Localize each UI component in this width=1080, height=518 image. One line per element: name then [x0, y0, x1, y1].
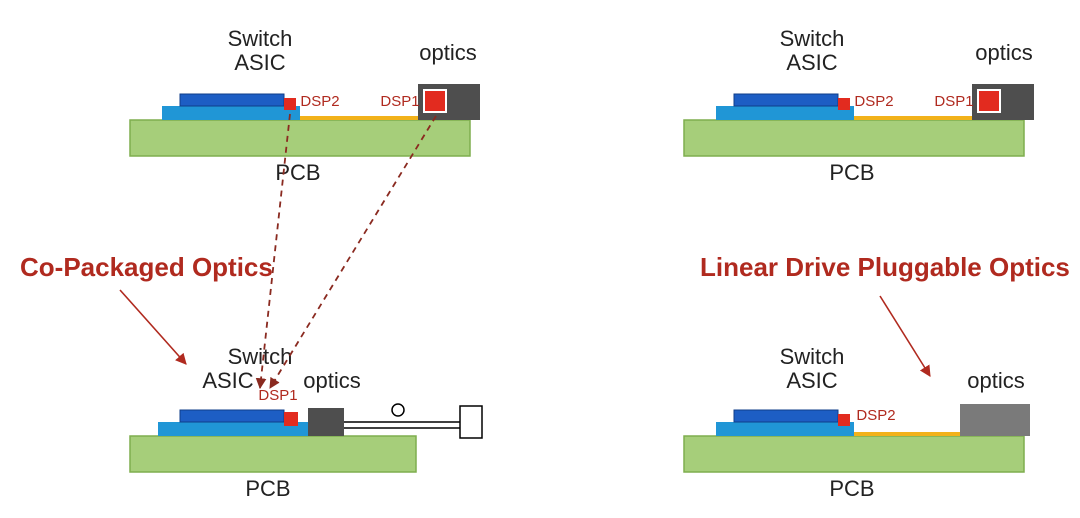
asic-substrate: [716, 106, 854, 120]
fiber-connector: [460, 406, 482, 438]
label-switch: Switch: [228, 344, 293, 369]
pcb-trace: [854, 116, 978, 120]
label-asic: ASIC: [786, 50, 837, 75]
label-asic: ASIC: [786, 368, 837, 393]
label-dsp2: DSP2: [856, 407, 895, 424]
arrow-lpo: [880, 296, 930, 376]
dash-dsp1: [270, 116, 436, 388]
label-switch: Switch: [780, 344, 845, 369]
label-dsp2: DSP2: [854, 93, 893, 110]
diagram-canvas: SwitchASICopticsPCBDSP2DSP1SwitchASICopt…: [0, 0, 1080, 518]
switch-asic: [734, 410, 838, 422]
fiber-loop: [392, 404, 404, 416]
dsp1-chip: [284, 412, 298, 426]
label-asic: ASIC: [234, 50, 285, 75]
dsp1-chip: [978, 90, 1000, 112]
pcb-board: [130, 120, 470, 156]
pcb-board: [684, 120, 1024, 156]
label-pcb: PCB: [245, 476, 290, 501]
pcb-board: [130, 436, 416, 472]
label-dsp1: DSP1: [934, 93, 973, 110]
dsp2-chip: [284, 98, 296, 110]
label-dsp1: DSP1: [380, 93, 419, 110]
optics-module: [960, 404, 1030, 436]
dsp2-chip: [838, 98, 850, 110]
label-pcb: PCB: [829, 476, 874, 501]
label-optics: optics: [975, 40, 1032, 65]
switch-asic: [180, 94, 284, 106]
label-optics: optics: [303, 368, 360, 393]
title-lpo: Linear Drive Pluggable Optics: [700, 252, 1070, 282]
switch-asic: [734, 94, 838, 106]
label-switch: Switch: [228, 26, 293, 51]
label-dsp1: DSP1: [258, 387, 297, 404]
label-optics: optics: [419, 40, 476, 65]
title-cpo: Co-Packaged Optics: [20, 252, 273, 282]
asic-substrate: [162, 106, 300, 120]
pcb-trace: [300, 116, 424, 120]
switch-asic: [180, 410, 284, 422]
label-dsp2: DSP2: [300, 93, 339, 110]
pcb-board: [684, 436, 1024, 472]
optics-module: [308, 408, 344, 436]
label-asic: ASIC: [202, 368, 253, 393]
dsp1-chip: [424, 90, 446, 112]
arrow-cpo: [120, 290, 186, 364]
asic-substrate: [716, 422, 854, 436]
dsp2-chip: [838, 414, 850, 426]
label-optics: optics: [967, 368, 1024, 393]
label-switch: Switch: [780, 26, 845, 51]
pcb-trace: [854, 432, 964, 436]
label-pcb: PCB: [829, 160, 874, 185]
